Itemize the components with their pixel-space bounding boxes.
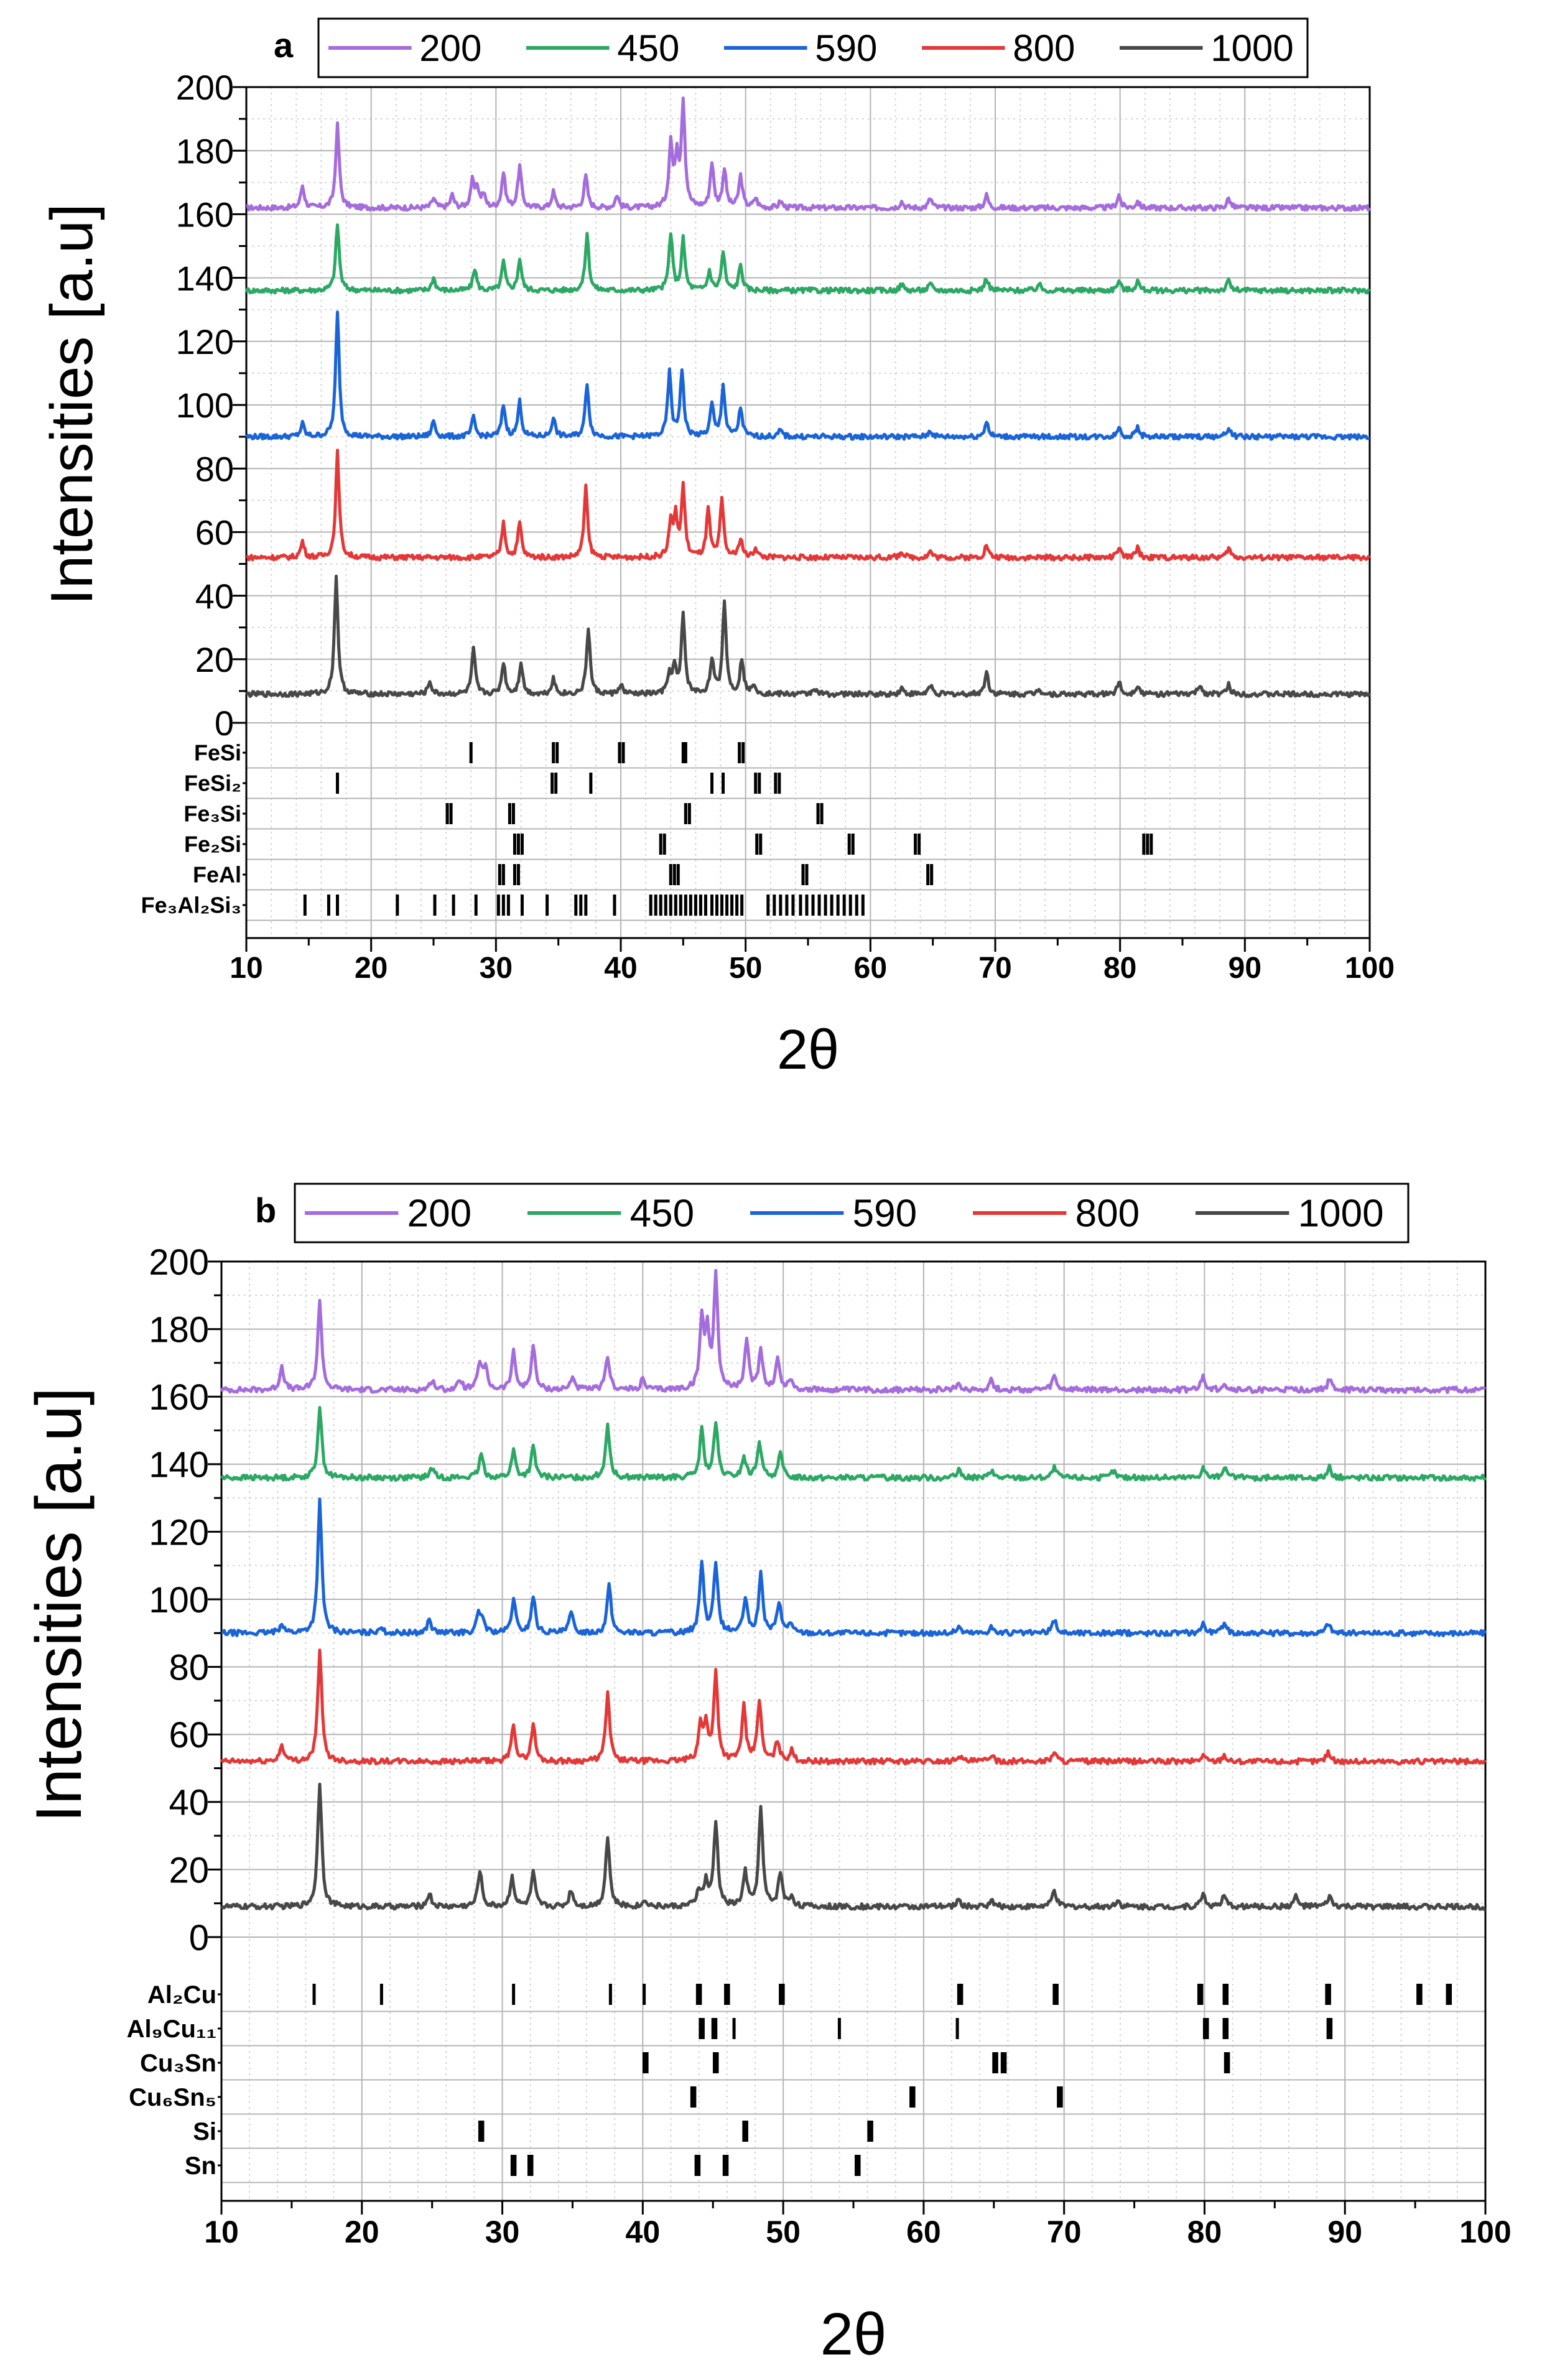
legend: b 200 450 590 800 1000 (255, 1183, 1410, 1243)
x-tick-label: 80 (1103, 952, 1136, 985)
y-tick-label: 40 (195, 577, 234, 616)
x-tick-label: 70 (978, 952, 1011, 985)
y-tick-label: 200 (176, 68, 234, 107)
y-tick-label: 60 (195, 513, 234, 552)
phase-label: FeSi (194, 740, 241, 766)
x-tick-label: 10 (230, 952, 262, 985)
legend-box (294, 1183, 1410, 1243)
x-tick-label: 20 (345, 2215, 379, 2249)
y-tick-label: 20 (169, 1850, 209, 1890)
legend-label: 1000 (1298, 1192, 1384, 1235)
x-tick-label: 90 (1228, 952, 1261, 985)
series-group (220, 1269, 1487, 1911)
x-axis: 10 20 30 40 50 60 70 80 90 100 2θ (230, 938, 1395, 1081)
phase-label: Fe₃Al₂Si₃ (141, 893, 241, 918)
phase-label: FeAl (193, 862, 241, 888)
x-tick-label: 50 (729, 952, 762, 985)
y-tick-label: 180 (176, 131, 234, 170)
legend-label: 450 (630, 1192, 694, 1235)
x-tick-label: 20 (355, 952, 388, 985)
series-line-450 (244, 223, 1371, 295)
y-tick-label: 140 (149, 1445, 209, 1485)
series-line-200 (246, 96, 1372, 212)
phase-label: Fe₂Si (184, 832, 241, 857)
x-axis: 10 20 30 40 50 60 70 80 90 100 2θ (204, 2201, 1512, 2368)
series-line-1000 (245, 574, 1372, 699)
legend: a 200 450 590 800 1000 (274, 17, 1309, 78)
x-tick-label: 10 (204, 2215, 239, 2249)
series-line-450 (220, 1406, 1487, 1482)
legend-label: 590 (853, 1192, 917, 1235)
phase-label: Al₉Cu₁₁ (127, 2015, 216, 2043)
y-axis: 0 20 40 60 80 100 120 140 160 180 200 Intensities [… (23, 1242, 221, 1958)
series-line-1000 (220, 1782, 1486, 1911)
x-tick-label: 60 (854, 952, 887, 985)
x-tick-label: 80 (1187, 2215, 1222, 2249)
y-axis: 0 20 40 60 80 100 120 140 160 180 200 Intensities [… (39, 68, 246, 743)
y-axis-label: Intensities [a.u] (23, 1387, 95, 1823)
reference-phases: FeSi FeSi₂ Fe₃Si Fe₂Si FeAl Fe₃Al₂Si₃ (141, 740, 1153, 918)
y-tick-label: 80 (195, 449, 234, 488)
y-tick-label: 60 (169, 1715, 209, 1755)
y-tick-label: 0 (189, 1918, 209, 1958)
plot-frame (220, 1260, 1487, 2202)
panel-letter: a (274, 26, 294, 65)
y-tick-label: 140 (176, 259, 234, 298)
grid (246, 86, 1370, 938)
x-tick-label: 30 (485, 2215, 520, 2249)
x-tick-label: 40 (604, 952, 637, 985)
phase-label: Cu₆Sn₅ (129, 2084, 216, 2111)
y-tick-label: 0 (215, 704, 234, 743)
x-tick-label: 90 (1327, 2215, 1362, 2249)
x-axis-label: 2θ (820, 2301, 887, 2368)
legend-label: 800 (1013, 27, 1075, 69)
y-tick-label: 100 (176, 386, 234, 425)
x-tick-label: 50 (766, 2215, 801, 2249)
phase-label: Fe₃Si (183, 801, 241, 827)
panel-a: 0 20 40 60 80 100 120 140 160 180 200 Intensities [… (39, 17, 1395, 1081)
y-tick-label: 20 (195, 640, 234, 679)
legend-label: 200 (407, 1192, 471, 1235)
legend-label: 800 (1075, 1192, 1140, 1235)
x-tick-label: 100 (1345, 952, 1395, 985)
y-tick-label: 160 (176, 195, 234, 235)
y-tick-label: 160 (149, 1377, 209, 1418)
y-tick-label: 180 (149, 1309, 209, 1350)
x-tick-label: 30 (480, 952, 513, 985)
series-line-590 (244, 310, 1370, 441)
phase-label: Si (193, 2118, 216, 2145)
x-tick-label: 40 (626, 2215, 661, 2249)
series-line-200 (220, 1269, 1486, 1395)
phase-label: Sn (185, 2152, 216, 2180)
x-tick-label: 60 (906, 2215, 941, 2249)
grid (221, 1261, 1486, 2201)
y-tick-label: 40 (169, 1783, 209, 1823)
y-tick-label: 120 (149, 1512, 209, 1553)
legend-label: 590 (815, 27, 877, 69)
y-axis-label: Intensities [a.u] (39, 203, 105, 605)
y-tick-label: 80 (169, 1647, 209, 1688)
reference-phases: Al₂Cu Al₉Cu₁₁ Cu₃Sn Cu₆Sn₅ Si Sn (127, 1981, 1452, 2180)
panel-letter: b (255, 1191, 276, 1230)
phase-label: FeSi₂ (184, 771, 241, 796)
panel-b: 0 20 40 60 80 100 120 140 160 180 200 Intensities [… (23, 1183, 1512, 2368)
x-axis-label: 2θ (777, 1019, 839, 1081)
series-line-800 (246, 449, 1371, 562)
x-tick-label: 70 (1047, 2215, 1082, 2249)
phase-label: Al₂Cu (147, 1981, 216, 2009)
phase-label: Cu₃Sn (140, 2050, 216, 2077)
y-tick-label: 120 (176, 322, 234, 361)
x-tick-label: 100 (1459, 2215, 1511, 2249)
legend-label: 450 (617, 27, 679, 69)
series-line-590 (221, 1497, 1487, 1637)
legend-label: 1000 (1210, 27, 1293, 69)
y-tick-label: 100 (149, 1580, 209, 1620)
legend-label: 200 (419, 27, 481, 69)
series-line-800 (220, 1648, 1487, 1766)
series-group (244, 96, 1372, 699)
y-tick-label: 200 (149, 1242, 209, 1283)
